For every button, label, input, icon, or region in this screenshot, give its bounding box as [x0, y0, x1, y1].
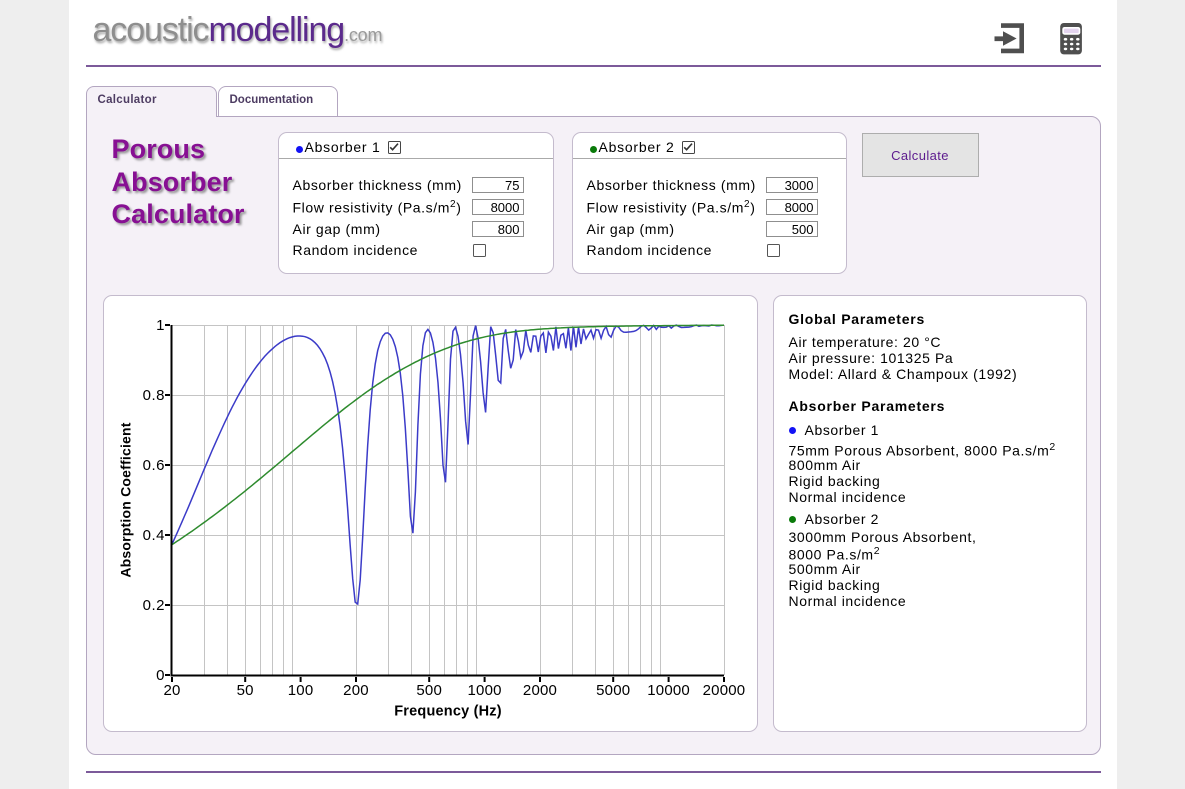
- svg-text:0.6: 0.6: [142, 457, 164, 474]
- svg-text:Absorption Coefficient: Absorption Coefficient: [117, 422, 133, 577]
- svg-text:50: 50: [236, 682, 253, 699]
- svg-text:20000: 20000: [702, 682, 745, 699]
- svg-text:1000: 1000: [467, 682, 501, 699]
- svg-text:0.8: 0.8: [142, 387, 164, 404]
- svg-text:2000: 2000: [522, 682, 556, 699]
- svg-text:0: 0: [156, 667, 165, 684]
- svg-text:200: 200: [343, 682, 369, 699]
- svg-text:0.4: 0.4: [142, 527, 164, 544]
- svg-text:500: 500: [416, 682, 442, 699]
- svg-text:0.2: 0.2: [142, 597, 164, 614]
- svg-text:5000: 5000: [596, 682, 630, 699]
- svg-text:1: 1: [156, 317, 165, 334]
- svg-text:Frequency (Hz): Frequency (Hz): [394, 704, 502, 720]
- svg-text:20: 20: [163, 682, 180, 699]
- svg-text:10000: 10000: [647, 682, 690, 699]
- svg-text:100: 100: [287, 682, 313, 699]
